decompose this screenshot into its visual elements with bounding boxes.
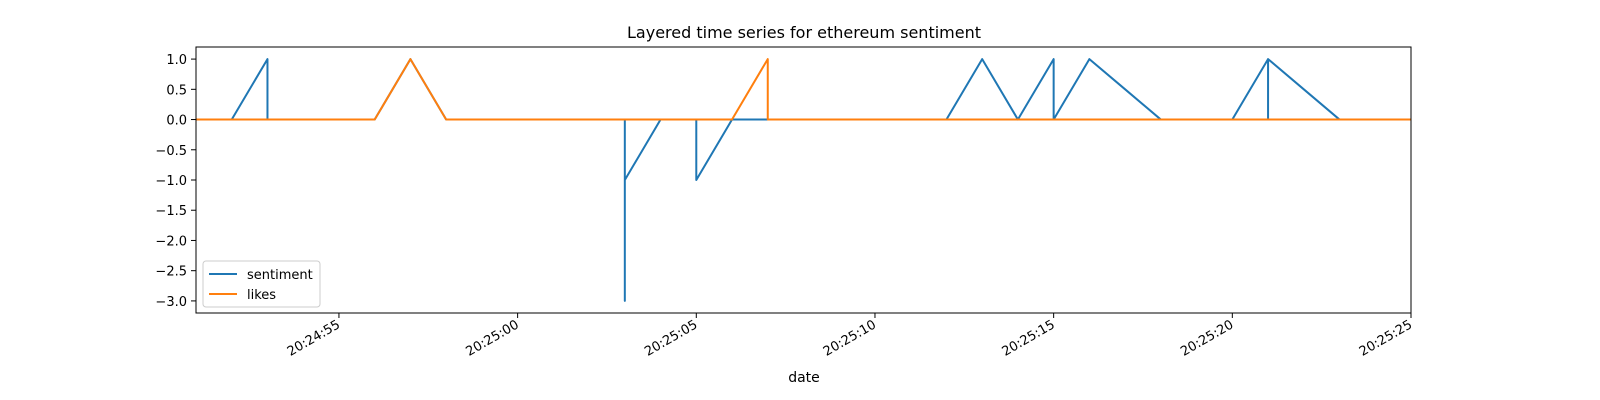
y-tick-label: 0.0 (166, 114, 187, 129)
x-tick-label: 20:25:00 (464, 317, 522, 359)
series-line-likes (196, 58, 1411, 121)
y-tick-label: 0.5 (166, 83, 187, 98)
y-tick-label: −3.0 (155, 295, 187, 310)
y-tick-label: −2.5 (155, 265, 187, 280)
x-axis-label: date (788, 370, 820, 386)
y-axis: 1.0 0.5 0.0 −0.5 −1.0 −1.5 −2.0 −2.5 −3.0 (155, 53, 196, 310)
x-tick-label: 20:25:15 (1000, 317, 1058, 359)
series-line-sentiment (196, 58, 1411, 302)
y-tick-label: −1.5 (155, 204, 187, 219)
x-tick-label: 20:25:25 (1357, 317, 1415, 359)
x-axis: 20:24:55 20:25:00 20:25:05 20:25:10 20:25:15… (285, 313, 1415, 360)
y-tick-label: 1.0 (166, 53, 187, 68)
plot-area (195, 46, 1412, 314)
y-tick-label: −2.0 (155, 234, 187, 249)
y-tick-label: −1.0 (155, 174, 187, 189)
axes-frame (195, 46, 1412, 314)
legend-label-likes: likes (247, 288, 276, 303)
y-tick-label: −0.5 (155, 144, 187, 159)
chart-title: Layered time series for ethereum sentime… (627, 23, 981, 42)
legend-label-sentiment: sentiment (247, 268, 313, 283)
series-layer (196, 58, 1411, 302)
x-tick-label: 20:24:55 (285, 317, 343, 359)
x-tick-label: 20:25:20 (1178, 317, 1236, 359)
x-tick-label: 20:25:10 (821, 317, 879, 359)
x-tick-label: 20:25:05 (642, 317, 700, 359)
legend-box (202, 260, 321, 308)
legend: sentiment likes (202, 260, 321, 308)
